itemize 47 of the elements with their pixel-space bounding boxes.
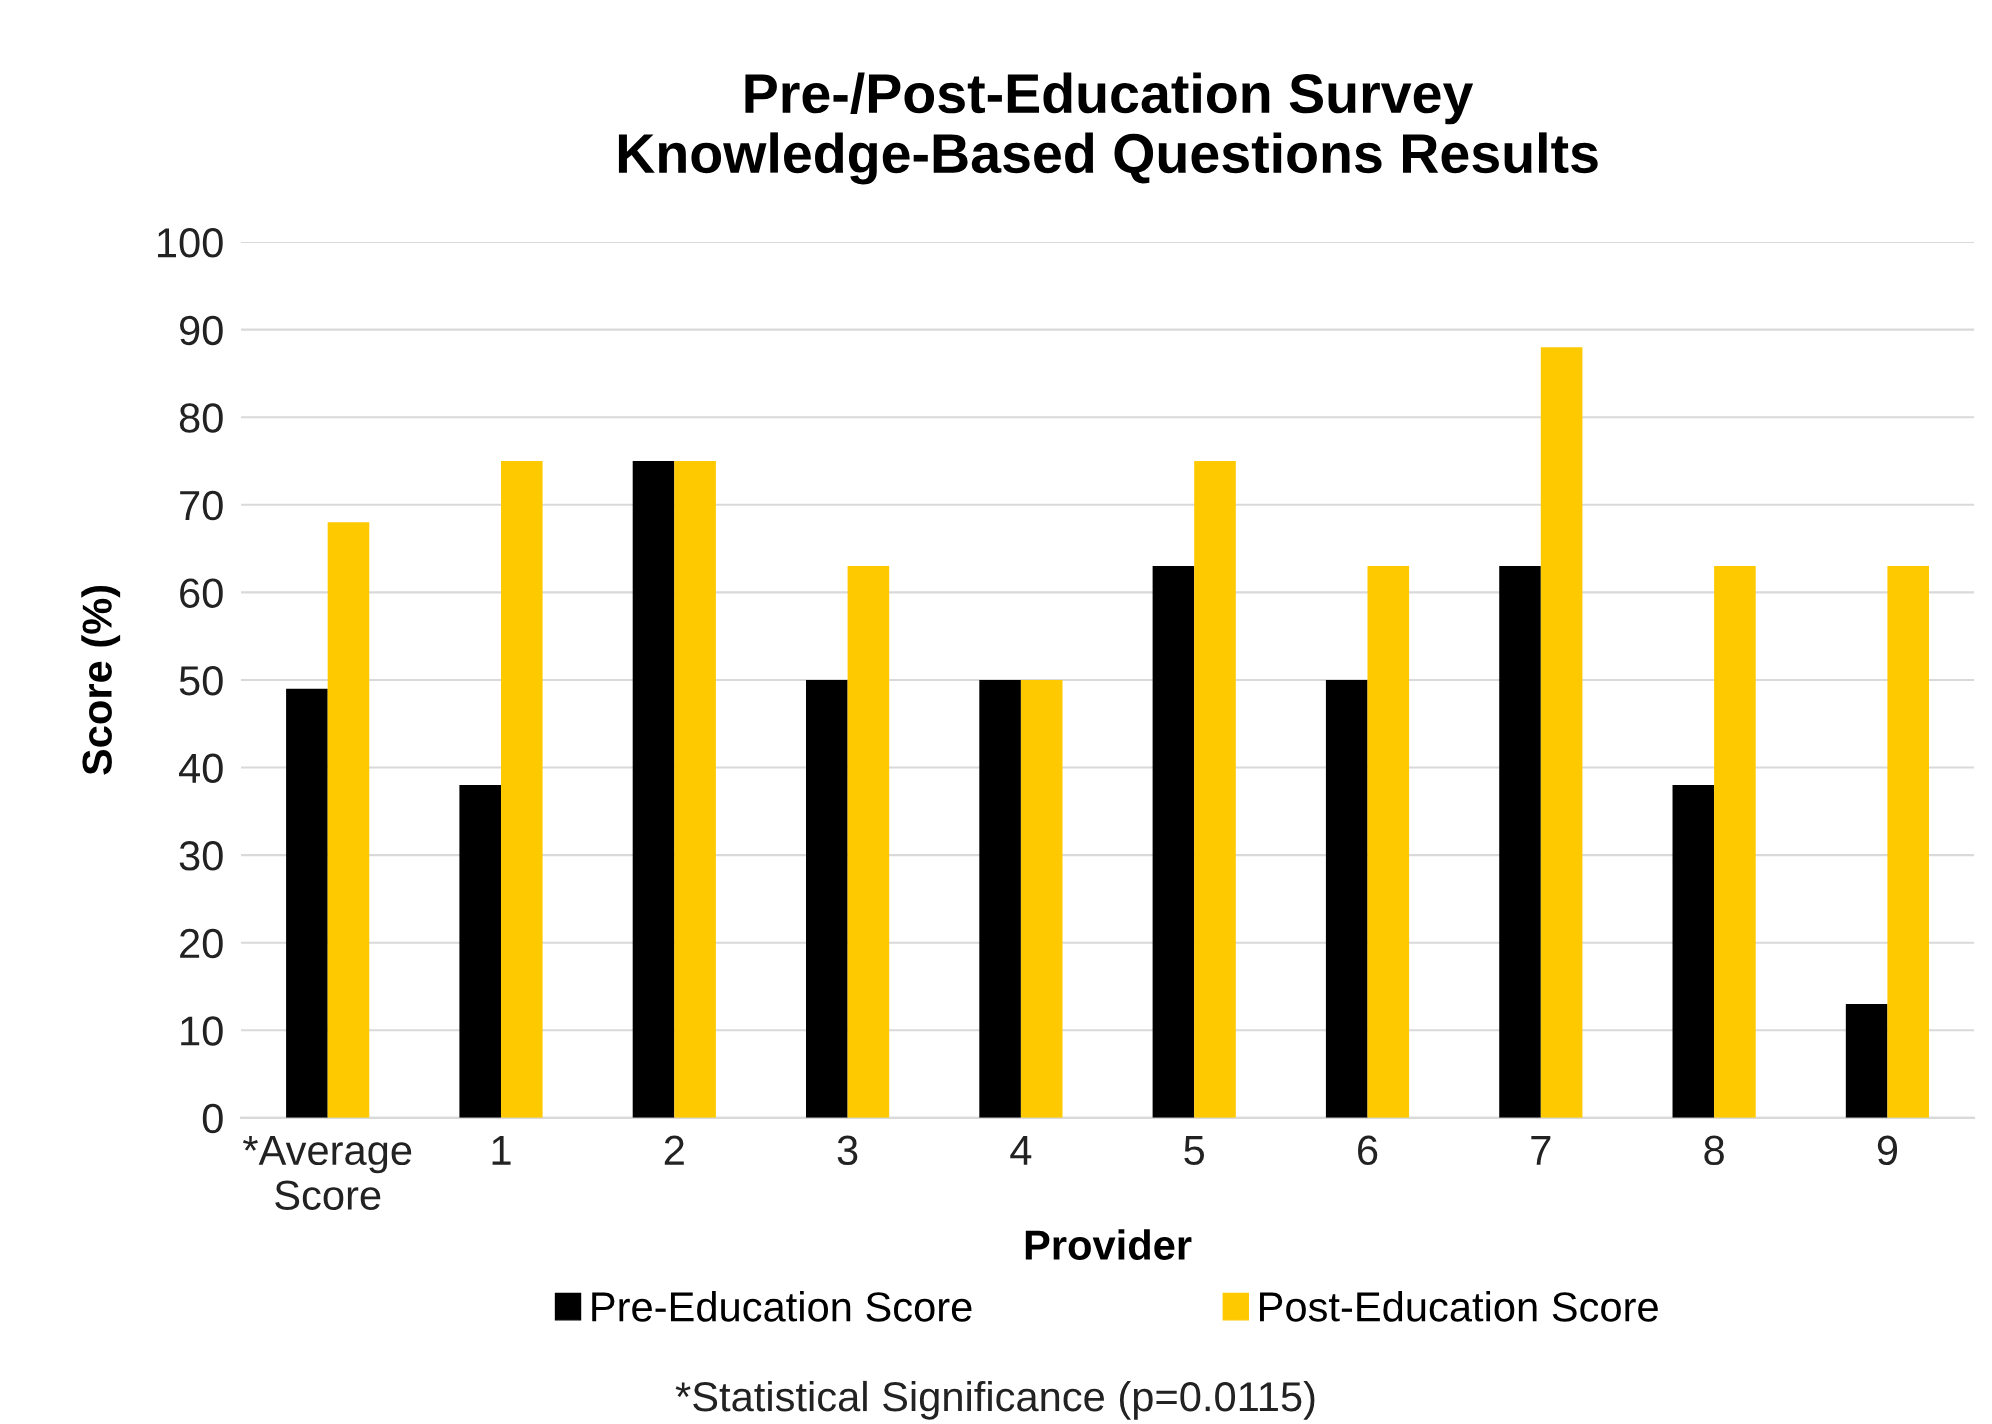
- y-tick-label: 30: [179, 841, 223, 871]
- x-tick-label: 7: [1531, 1136, 1551, 1165]
- bar: [1887, 566, 1930, 1118]
- y-tick-label: 60: [180, 578, 223, 608]
- bar: [674, 461, 716, 1118]
- bar: [500, 461, 543, 1118]
- y-tick-label: 80: [179, 403, 223, 433]
- x-tick-label: 3: [837, 1135, 858, 1166]
- bar: [1020, 679, 1063, 1118]
- bar: [327, 522, 370, 1118]
- bar: [1152, 566, 1195, 1118]
- x-tick-label: 1: [492, 1136, 511, 1165]
- bar: [1367, 566, 1410, 1118]
- legend-label: Post-Education Score: [1260, 1291, 1658, 1322]
- x-axis-title: Provider: [1025, 1229, 1192, 1260]
- x-tick-label: *Average Score: [243, 1136, 412, 1210]
- bar: [806, 679, 848, 1118]
- bar: [1325, 679, 1368, 1118]
- bar: [286, 688, 328, 1118]
- bar: [847, 566, 890, 1118]
- bar: [1845, 1003, 1888, 1118]
- chart-title: Pre-/Post-Education Survey Knowledge-Based Questions Results: [618, 72, 1598, 185]
- bar: [632, 461, 675, 1118]
- y-tick-label: 90: [179, 315, 223, 346]
- y-tick-label: 20: [180, 928, 223, 959]
- x-tick-label: 4: [1010, 1136, 1032, 1165]
- y-tick-label: 0: [202, 1103, 223, 1134]
- x-tick-label: 2: [664, 1135, 684, 1165]
- bar: [979, 679, 1021, 1118]
- x-tick-label: 8: [1704, 1135, 1724, 1166]
- bar: [1714, 566, 1756, 1118]
- legend-label: Pre-Education Score: [592, 1291, 972, 1322]
- bar: [459, 785, 501, 1118]
- y-tick-label: 70: [180, 490, 223, 521]
- x-tick-label: 5: [1184, 1136, 1205, 1166]
- y-tick-label: 100: [158, 228, 223, 258]
- text: *Statistical Significance (p=0.0115): [675, 1380, 1315, 1420]
- bar: [1672, 785, 1715, 1118]
- y-tick-label: 50: [179, 665, 223, 696]
- bar: [1499, 566, 1541, 1118]
- bar: [1194, 461, 1236, 1118]
- y-axis-title: Score (%): [81, 585, 121, 775]
- x-tick-label: 6: [1358, 1135, 1378, 1166]
- x-tick-label: 9: [1877, 1135, 1898, 1166]
- y-tick-label: 10: [181, 1016, 223, 1046]
- bar: [1540, 347, 1583, 1118]
- y-tick-label: 40: [178, 753, 223, 784]
